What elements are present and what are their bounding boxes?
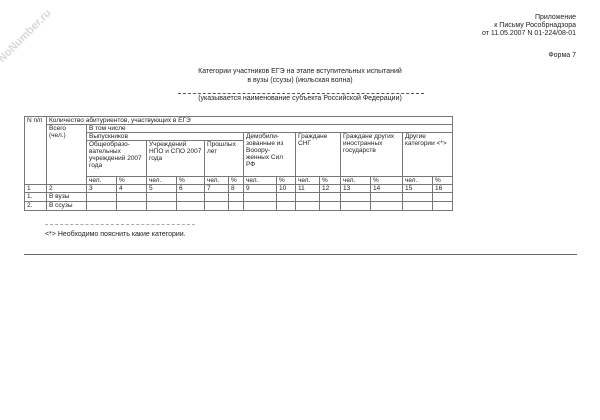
unit-people: чел. (146, 176, 177, 185)
table-cell (370, 201, 403, 211)
table-cell (243, 201, 277, 211)
table-cell (295, 192, 320, 202)
column-number: 10 (276, 184, 296, 193)
row-label: В ссузы (46, 201, 87, 211)
column-number: 9 (243, 184, 277, 193)
unit-pct: % (116, 176, 147, 185)
header-other: Другие категории <*> (401, 132, 454, 177)
table-cell (319, 192, 341, 202)
header-line: Приложение (534, 14, 576, 21)
header-total: Всего (чел.) (46, 124, 87, 185)
header-line: к Письму Рособрнадзора (494, 22, 576, 29)
column-number: 15 (402, 184, 433, 193)
column-number: 16 (431, 184, 454, 193)
table-cell (228, 201, 244, 211)
header-main: Количество абитуриентов, участвующих в Е… (45, 116, 454, 125)
column-number: 7 (204, 184, 229, 193)
title-line: Категории участников ЕГЭ на этапе вступи… (198, 68, 402, 75)
table-cell (402, 192, 433, 202)
column-number: 2 (46, 184, 87, 193)
document-title: Категории участников ЕГЭ на этапе вступи… (0, 67, 600, 85)
table-cell (370, 192, 403, 202)
table-cell (340, 201, 371, 211)
form-number: Форма 7 (548, 52, 576, 59)
unit-pct: % (228, 176, 244, 185)
table-cell (340, 192, 371, 202)
table-cell (431, 192, 454, 202)
table-cell (176, 192, 205, 202)
watermark: NoNumber.ru (0, 7, 54, 65)
table-cell (146, 192, 177, 202)
table-cell (431, 201, 454, 211)
header-n: N п/п (24, 116, 47, 185)
unit-people: чел. (340, 176, 371, 185)
unit-pct: % (431, 176, 454, 185)
unit-pct: % (176, 176, 205, 185)
unit-people: чел. (402, 176, 433, 185)
unit-people: чел. (86, 176, 117, 185)
table-cell (319, 201, 341, 211)
unit-pct: % (276, 176, 296, 185)
table-cell (276, 192, 296, 202)
table-cell (276, 201, 296, 211)
header-npo: Учреждений НПО и СПО 2007 года (146, 140, 205, 177)
row-number: 1. (24, 192, 47, 202)
column-number: 1 (24, 184, 47, 193)
footnote: <*> Необходимо пояснить какие категории. (45, 231, 186, 238)
table-cell (204, 201, 229, 211)
unit-people: чел. (204, 176, 229, 185)
unit-pct: % (319, 176, 341, 185)
column-number: 13 (340, 184, 371, 193)
column-number: 3 (86, 184, 117, 193)
table-cell (176, 201, 205, 211)
header-line: от 11.05.2007 N 01-224/08-01 (482, 30, 576, 37)
table-cell (86, 201, 117, 211)
header-foreign: Граждане других иностранных государств (340, 132, 403, 177)
horizontal-rule (24, 254, 577, 255)
column-number: 6 (176, 184, 205, 193)
blank-line (178, 93, 424, 94)
data-table: N п/п Количество абитуриентов, участвующ… (24, 116, 454, 211)
header-cis: Граждане СНГ (295, 132, 341, 177)
table-cell (146, 201, 177, 211)
table-cell (116, 192, 147, 202)
table-cell (204, 192, 229, 202)
header-graduates: Выпускников (86, 132, 244, 141)
table-cell (295, 201, 320, 211)
subtitle: (указывается наименование субъекта Росси… (198, 95, 402, 102)
table-cell (402, 201, 433, 211)
row-number: 2. (24, 201, 47, 211)
column-number: 5 (146, 184, 177, 193)
table-cell (228, 192, 244, 202)
document-header: Приложение к Письму Рособрнадзора от 11.… (482, 14, 576, 38)
column-number: 4 (116, 184, 147, 193)
column-number: 14 (370, 184, 403, 193)
unit-pct: % (370, 176, 403, 185)
table-cell (86, 192, 117, 202)
unit-people: чел. (243, 176, 277, 185)
table-cell (243, 192, 277, 202)
title-line: в вузы (ссузы) (июльская волна) (247, 77, 353, 84)
header-general: Общеобразо-вательных учреждений 2007 год… (86, 140, 147, 177)
header-past: Прошлых лет (204, 140, 244, 177)
header-demob: Демобили-зованные из Вооору-женных Сил Р… (243, 132, 296, 177)
column-number: 12 (319, 184, 341, 193)
column-number: 8 (228, 184, 244, 193)
row-label: В вузы (46, 192, 87, 202)
header-including: В том числе (85, 124, 454, 133)
footnote-separator (45, 224, 195, 225)
column-number: 11 (295, 184, 320, 193)
table-cell (116, 201, 147, 211)
unit-people: чел. (295, 176, 320, 185)
